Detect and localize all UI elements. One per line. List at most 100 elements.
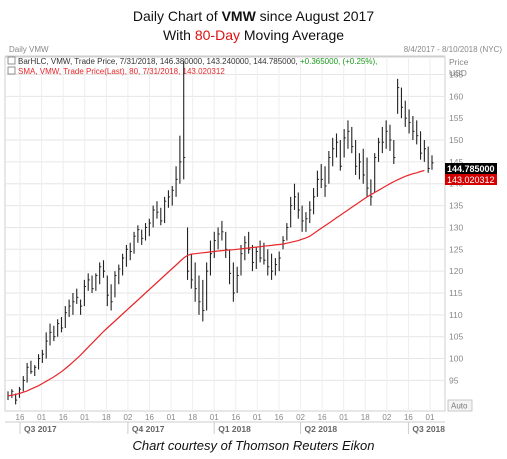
price-bar (404, 100, 407, 127)
price-bar (267, 249, 270, 276)
ticker-symbol: VMW (221, 8, 256, 24)
price-bar (251, 244, 255, 272)
price-bar (347, 120, 350, 149)
price-bar (83, 279, 86, 307)
price-bar (118, 264, 121, 285)
price-bar (236, 266, 239, 293)
price-bar (385, 120, 388, 149)
price-bar (110, 284, 113, 311)
price-bar (362, 148, 365, 184)
y-tick-label: 160 (449, 91, 463, 101)
x-axis: 16 01 16 01 18 02 16 01 18 01 16 01 16 02 16 01 18 02 16 01 (16, 413, 435, 422)
price-bar (381, 126, 384, 154)
price-bar (221, 220, 224, 241)
price-bar (412, 116, 415, 141)
x-tick-label: 02 (296, 413, 305, 422)
price-bar (144, 223, 148, 241)
quarter-label: Q3 2017 (24, 424, 57, 434)
y-tick-label: 165 (449, 69, 463, 79)
price-bar (18, 386, 22, 398)
x-tick-label: 16 (16, 413, 25, 422)
x-tick-label: 18 (188, 413, 197, 422)
auto-scale-button[interactable]: Auto (447, 399, 473, 412)
period-highlight: 80-Day (194, 27, 240, 43)
price-bar (278, 251, 281, 272)
x-tick-label: 01 (167, 413, 176, 422)
price-bar (255, 247, 258, 269)
x-tick-label: 01 (80, 413, 89, 422)
price-bar (393, 140, 396, 165)
price-bar (339, 140, 342, 171)
price-bar (324, 166, 327, 197)
sma-line (7, 169, 425, 397)
y-tick-label: 105 (449, 332, 463, 342)
price-bar (374, 153, 377, 193)
price-bar (351, 126, 354, 154)
quarter-labels: Q3 2017 Q4 2017 Q1 2018 Q2 2018 Q3 2018 (19, 422, 445, 434)
price-bar (186, 227, 190, 280)
chart-title-line-2: With 80-Day Moving Average (162, 27, 345, 43)
panel-date-range: 8/4/2017 - 8/10/2018 (NYC) (404, 45, 503, 54)
price-bar (282, 236, 285, 250)
auto-scale-button-box[interactable] (447, 399, 473, 412)
price-bar (259, 240, 262, 263)
quarter-label: Q1 2018 (218, 424, 251, 434)
sma-value-tag-text: 143.020312 (447, 175, 495, 185)
price-bar (408, 109, 411, 134)
price-bar (320, 164, 323, 189)
price-bar (427, 146, 430, 173)
grid (5, 57, 445, 411)
x-tick-label: 01 (210, 413, 219, 422)
price-bar (133, 231, 136, 254)
price-bar (87, 273, 90, 291)
x-tick-label: 18 (102, 413, 111, 422)
price-bar (49, 323, 52, 346)
price-bar (335, 133, 339, 158)
price-bar (355, 140, 358, 175)
chart-caption: Chart courtesy of Thomson Reuters Eikon (132, 438, 375, 453)
price-bar (217, 227, 220, 250)
price-bar (148, 218, 151, 237)
price-bar (129, 242, 132, 261)
price-bar (34, 365, 37, 377)
x-tick-label: 01 (253, 413, 262, 422)
x-tick-label: 02 (123, 413, 132, 422)
price-bar (106, 275, 109, 307)
price-bar (286, 223, 289, 241)
price-bar (99, 262, 102, 285)
legend-sma-entry: SMA, VMW, Trade Price(Last), 80, 7/31/20… (18, 67, 225, 76)
legend-bar-entry: BarHLC, VMW, Trade Price, 7/31/2018, 146… (18, 57, 377, 66)
price-bar (328, 150, 331, 184)
price-bar (213, 231, 216, 259)
price-bar (202, 279, 205, 322)
price-bar (271, 253, 274, 280)
price-bar (232, 262, 235, 302)
price-bar (358, 153, 362, 180)
quarter-label: Q3 2018 (412, 424, 445, 434)
x-tick-label: 18 (361, 413, 370, 422)
price-bar (228, 249, 232, 285)
price-bar (57, 319, 60, 337)
price-bar (248, 231, 251, 254)
y-tick-label: 155 (449, 113, 463, 123)
y-axis-title-price: Price (449, 57, 469, 67)
auto-scale-button-label[interactable]: Auto (451, 402, 468, 411)
last-price-tag: 144.785000 (445, 163, 497, 174)
x-tick-label: 16 (231, 413, 240, 422)
price-bar (190, 253, 193, 289)
price-bar (316, 170, 320, 197)
price-bar (80, 299, 83, 315)
panel-name: Daily VMW (9, 45, 49, 54)
price-bar (225, 231, 228, 259)
price-bar (313, 188, 316, 215)
price-bar (397, 78, 400, 114)
y-tick-label: 135 (449, 201, 463, 211)
price-bar (122, 253, 125, 276)
price-bar (419, 131, 423, 160)
price-bar (332, 137, 335, 167)
y-tick-label: 145 (449, 157, 463, 167)
price-bar (15, 393, 18, 405)
price-bar (431, 155, 434, 170)
price-bar (423, 140, 426, 162)
